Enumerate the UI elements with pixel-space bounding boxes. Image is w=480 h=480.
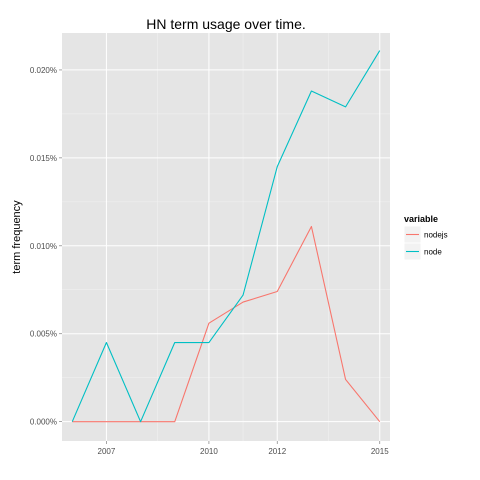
x-tick-label: 2015	[371, 447, 389, 456]
x-tick-label: 2007	[98, 447, 116, 456]
legend-label-nodejs: nodejs	[424, 231, 448, 240]
series-line-node	[71, 50, 381, 423]
series-lines	[71, 50, 381, 423]
y-tick-label: 0.015%	[30, 154, 57, 163]
series-line-nodejs	[72, 225, 381, 423]
y-tick-label: 0.000%	[30, 418, 57, 427]
grid-lines	[62, 33, 390, 441]
legend-title: variable	[404, 214, 438, 224]
legend: variable nodejs node	[403, 214, 448, 261]
y-tick-label: 0.020%	[30, 66, 57, 75]
plot-panel	[62, 33, 390, 441]
chart-title: HN term usage over time.	[146, 16, 306, 32]
x-tick-label: 2012	[268, 447, 286, 456]
y-tick-label: 0.010%	[30, 242, 57, 251]
x-tick-label: 2010	[200, 447, 218, 456]
y-tick-label: 0.005%	[30, 330, 57, 339]
y-axis-title: term frequency	[11, 200, 23, 274]
x-axis: 2007 2010 2012 2015	[98, 441, 389, 456]
y-axis: 0.000% 0.005% 0.010% 0.015% 0.020%	[30, 66, 62, 427]
legend-label-node: node	[424, 248, 442, 257]
